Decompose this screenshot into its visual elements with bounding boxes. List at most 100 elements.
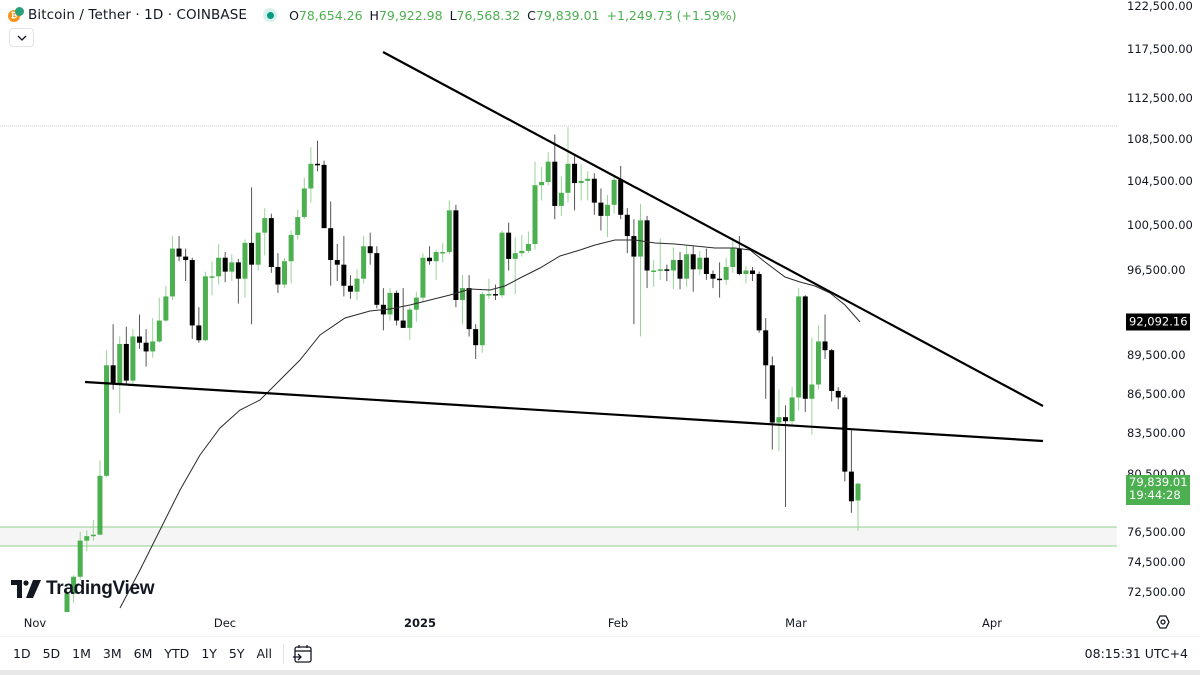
toolbar-divider <box>283 643 284 664</box>
candle-body <box>407 309 413 328</box>
price-axis-label: 100,500.00 <box>1127 217 1193 232</box>
candle-body <box>479 294 485 346</box>
candle-body <box>328 228 334 261</box>
close-value: 79,839.01 <box>535 7 600 23</box>
market-open-status-icon <box>263 8 278 22</box>
candle-body <box>848 471 854 502</box>
candle-body <box>756 273 762 331</box>
candle-body <box>440 251 446 254</box>
time-axis-label: 2025 <box>403 616 437 630</box>
candle-body <box>466 288 472 330</box>
candle-body <box>611 179 617 205</box>
candle-body <box>347 285 353 292</box>
ohlc-values: O78,654.26 H79,922.98 L76,568.32 C79,839… <box>289 7 737 23</box>
candle-body <box>591 178 597 203</box>
candle-body <box>558 192 564 206</box>
candle-body <box>64 593 70 612</box>
candle-body <box>618 179 624 215</box>
candle-body <box>677 260 683 279</box>
candle-body <box>763 330 769 366</box>
range-1m-button[interactable]: 1M <box>72 645 91 661</box>
candle-body <box>664 269 670 271</box>
candle-body <box>314 163 320 166</box>
candle-body <box>183 256 189 261</box>
range-all-button[interactable]: All <box>256 645 273 661</box>
candle-body <box>216 257 222 277</box>
candle-body <box>433 251 439 262</box>
candle-body <box>420 257 426 298</box>
tradingview-logo[interactable]: TradingView <box>11 578 155 600</box>
time-axis-label: Nov <box>23 616 47 630</box>
candle-body <box>703 257 709 274</box>
price-axis-label: 83,500.00 <box>1127 426 1186 441</box>
range-3m-button[interactable]: 3M <box>102 645 122 661</box>
go-to-date-calendar-icon[interactable] <box>292 643 314 665</box>
ascending-support-trendline <box>84 380 1044 443</box>
time-axis-label: Feb <box>607 616 629 630</box>
symbol-title[interactable]: Bitcoin / Tether · 1D · COINBASE <box>28 7 248 23</box>
candle-body <box>460 288 465 301</box>
range-6m-button[interactable]: 6M <box>133 645 153 661</box>
candle-body <box>776 417 782 423</box>
candle-body <box>486 294 492 296</box>
range-5y-button[interactable]: 5Y <box>228 645 245 661</box>
date-range-buttons: 1D 5D 1M 3M 6M YTD 1Y 5Y All <box>0 640 278 668</box>
range-1d-button[interactable]: 1D <box>13 645 31 661</box>
support-zone <box>0 527 1117 546</box>
candle-body <box>400 320 406 328</box>
gear-icon[interactable] <box>1155 614 1171 630</box>
moving-average-line <box>119 239 861 609</box>
candle-body <box>367 246 373 254</box>
range-ytd-button[interactable]: YTD <box>164 645 190 661</box>
candle-body <box>288 234 294 262</box>
candle-body <box>90 534 96 537</box>
candle-body <box>525 243 531 251</box>
candle-body <box>585 178 591 181</box>
candle-body <box>169 248 175 297</box>
candle-body <box>156 320 162 342</box>
candle-body <box>249 242 255 265</box>
price-axis[interactable]: 72,500.0074,500.0076,500.0080,500.0083,5… <box>1117 0 1200 612</box>
candle-body <box>229 262 235 272</box>
candle-body <box>84 536 90 541</box>
candle-body <box>255 232 261 265</box>
candle-body <box>150 341 156 352</box>
time-axis[interactable]: Nov Dec 2025 Feb Mar Apr <box>0 610 1200 636</box>
candle-body <box>361 246 367 279</box>
price-axis-label: 86,500.00 <box>1127 386 1186 401</box>
candle-body <box>453 210 459 301</box>
candle-body <box>769 365 775 423</box>
range-1y-button[interactable]: 1Y <box>201 645 217 661</box>
price-chart[interactable] <box>0 0 1117 612</box>
candle-body <box>710 273 716 279</box>
candle-body <box>341 264 347 286</box>
candle-body <box>492 294 498 296</box>
candle-body <box>104 365 110 476</box>
time-axis-label: Dec <box>213 616 237 630</box>
candle-body <box>268 218 274 267</box>
candle-body <box>110 365 116 384</box>
collapse-legend-button[interactable] <box>9 28 34 47</box>
candle-body <box>624 214 630 237</box>
candle-body <box>427 257 433 262</box>
last-price-tag: 79,839.01 19:44:28 <box>1126 475 1190 505</box>
range-5d-button[interactable]: 5D <box>42 645 61 661</box>
candle-body <box>684 254 690 279</box>
price-axis-label: 74,500.00 <box>1127 554 1186 569</box>
candle-body <box>736 248 742 274</box>
moving-average-price-tag: 92,092.16 <box>1126 313 1190 331</box>
candle-body <box>651 270 657 272</box>
change-value: +1,249.73 (+1.59%) <box>606 7 737 23</box>
candle-body <box>835 390 841 398</box>
price-axis-label: 117,500.00 <box>1127 41 1193 56</box>
candle-body <box>829 350 835 391</box>
price-axis-label: 76,500.00 <box>1127 524 1186 539</box>
candle-body <box>374 253 380 305</box>
clock-timezone[interactable]: 08:15:31 UTC+4 <box>1084 646 1188 661</box>
chart-header: ₿ Bitcoin / Tether · 1D · COINBASE O78,6… <box>0 0 737 30</box>
candle-body <box>321 164 327 229</box>
time-axis-label: Apr <box>982 616 1002 630</box>
price-axis-label: 112,500.00 <box>1127 90 1193 105</box>
candle-body <box>815 341 821 385</box>
candle-body <box>578 180 584 184</box>
